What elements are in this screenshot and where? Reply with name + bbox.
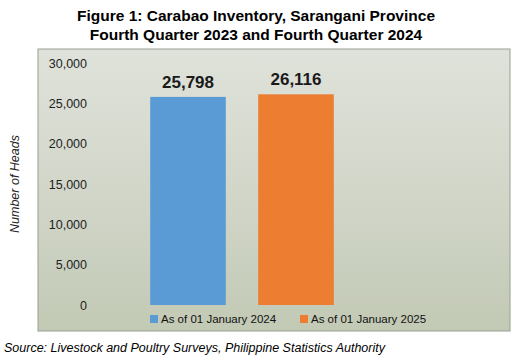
legend-swatch [150,315,158,323]
legend-label: As of 01 January 2024 [161,313,277,325]
y-tick-label: 30,000 [49,57,87,71]
y-tick-label: 25,000 [49,97,87,111]
legend-label: As of 01 January 2025 [311,313,426,325]
y-tick-label: 20,000 [49,137,87,151]
y-tick-label: 0 [80,299,87,313]
y-tick-label: 15,000 [49,178,87,192]
y-tick-label: 5,000 [56,258,87,272]
chart: Figure 1: Carabao Inventory, Sarangani P… [0,0,512,364]
tick-mark [90,63,95,64]
title: Figure 1: Carabao Inventory, Sarangani P… [77,7,435,24]
tick-mark [90,184,95,185]
legend-swatch [300,315,308,323]
tick-mark [90,103,95,104]
bars [150,94,334,305]
tick-mark [90,264,95,265]
data-label: 25,798 [162,73,214,92]
subtitle: Fourth Quarter 2023 and Fourth Quarter 2… [90,26,423,43]
tick-mark [90,305,95,306]
bar [150,97,226,305]
y-axis-label: Number of Heads [8,135,22,233]
data-label: 26,116 [270,70,321,89]
plot-background [38,49,510,331]
tick-mark [90,224,95,225]
tick-mark [90,143,95,144]
bar [258,94,334,305]
source-note: Source: Livestock and Poultry Surveys, P… [4,341,386,355]
y-tick-label: 10,000 [49,218,87,232]
